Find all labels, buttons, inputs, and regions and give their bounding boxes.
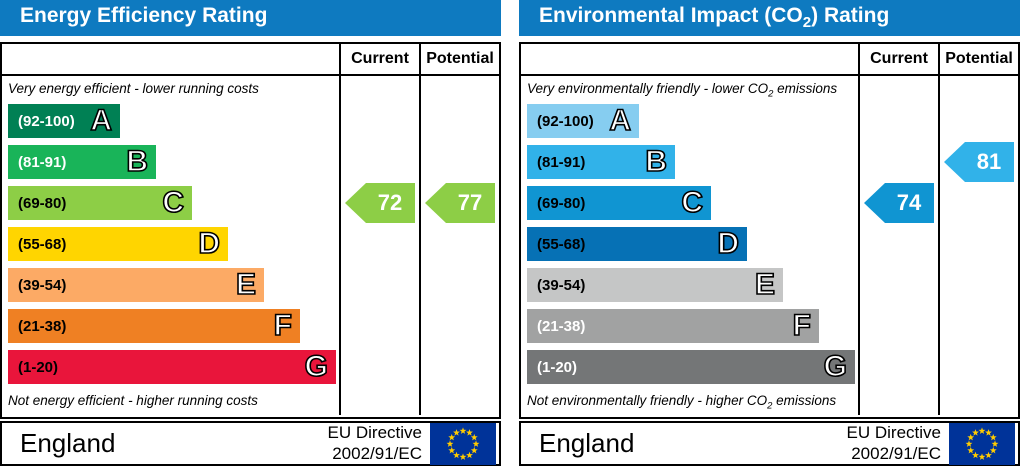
band-g-letter: G — [304, 349, 329, 384]
band-g-range: (1-20) — [537, 358, 578, 376]
band-e-range: (39-54) — [18, 276, 67, 294]
energy-footer: England EU Directive 2002/91/EC — [0, 421, 501, 466]
band-d-range: (55-68) — [537, 235, 586, 253]
band-f-letter: F — [273, 308, 293, 343]
region-label: England — [20, 428, 116, 458]
band-b-range: (81-91) — [537, 153, 586, 171]
current-column-header: Current — [339, 44, 419, 74]
band-a: (92-100) A — [527, 103, 639, 138]
energy-bands-area: Very energy efficient - lower running co… — [2, 76, 339, 415]
eu-directive-label: EU Directive 2002/91/EC — [846, 423, 941, 463]
band-c-letter: C — [162, 185, 185, 220]
empty-header-cell — [521, 44, 858, 74]
band-e-range: (39-54) — [537, 276, 586, 294]
energy-bottom-note: Not energy efficient - higher running co… — [8, 393, 258, 408]
potential-column-header: Potential — [419, 44, 499, 74]
potential-column-header: Potential — [938, 44, 1018, 74]
band-f: (21-38) F — [8, 308, 300, 343]
energy-potential-cell: 77 — [419, 76, 499, 415]
band-b-letter: B — [126, 144, 149, 179]
energy-current-cell: 72 — [339, 76, 419, 415]
environmental-current-value: 74 — [896, 190, 922, 215]
band-d-range: (55-68) — [18, 235, 67, 253]
band-a-letter: A — [90, 103, 113, 138]
band-d: (55-68) D — [8, 226, 228, 261]
band-c-range: (69-80) — [537, 194, 586, 212]
environmental-bands-area: Very environmentally friendly - lower CO… — [521, 76, 858, 415]
column-header-row: Current Potential — [2, 44, 499, 76]
energy-current-value: 72 — [377, 190, 403, 215]
band-f-letter: F — [792, 308, 812, 343]
eu-flag-icon — [949, 422, 1015, 465]
environmental-bottom-note: Not environmentally friendly - higher CO… — [527, 393, 837, 412]
energy-current-arrow: 72 — [345, 183, 415, 223]
band-g-letter: G — [823, 349, 848, 384]
band-e-letter: E — [754, 267, 776, 302]
eu-directive-label: EU Directive 2002/91/EC — [327, 423, 422, 463]
band-a-range: (92-100) — [18, 112, 75, 130]
environmental-footer: England EU Directive 2002/91/EC — [519, 421, 1020, 466]
energy-efficiency-panel: Energy Efficiency Rating Current Potenti… — [0, 0, 501, 466]
band-e-letter: E — [235, 267, 257, 302]
chart-body-row: Very energy efficient - lower running co… — [2, 76, 499, 415]
energy-potential-arrow: 77 — [425, 183, 495, 223]
band-f: (21-38) F — [527, 308, 819, 343]
band-a-letter: A — [609, 103, 632, 138]
environmental-potential-cell: 81 — [938, 76, 1018, 415]
environmental-rating-table: Current Potential Very environmentally f… — [519, 42, 1020, 419]
band-f-range: (21-38) — [18, 317, 67, 335]
environmental-top-note: Very environmentally friendly - lower CO… — [527, 81, 838, 100]
band-f-range: (21-38) — [537, 317, 586, 335]
energy-potential-value: 77 — [457, 190, 483, 215]
band-d: (55-68) D — [527, 226, 747, 261]
current-column-header: Current — [858, 44, 938, 74]
band-g-range: (1-20) — [18, 358, 59, 376]
environmental-title-bar: Environmental Impact (CO2) Rating — [519, 0, 1020, 36]
energy-top-note: Very energy efficient - lower running co… — [8, 81, 259, 96]
band-c-range: (69-80) — [18, 194, 67, 212]
band-a-range: (92-100) — [537, 112, 594, 130]
environmental-panel-title: Environmental Impact (CO2) Rating — [539, 4, 890, 32]
band-g: (1-20) G — [527, 349, 855, 384]
band-e: (39-54) E — [527, 267, 783, 302]
environmental-impact-panel: Environmental Impact (CO2) Rating Curren… — [519, 0, 1020, 466]
column-header-row: Current Potential — [521, 44, 1018, 76]
environmental-potential-arrow: 81 — [944, 142, 1014, 182]
empty-header-cell — [2, 44, 339, 74]
band-a: (92-100) A — [8, 103, 120, 138]
environmental-current-cell: 74 — [858, 76, 938, 415]
environmental-potential-value: 81 — [976, 149, 1002, 174]
environmental-current-arrow: 74 — [864, 183, 934, 223]
region-label: England — [539, 428, 635, 458]
energy-rating-table: Current Potential Very energy efficient … — [0, 42, 501, 419]
band-c: (69-80) C — [527, 185, 711, 220]
energy-panel-title: Energy Efficiency Rating — [20, 4, 268, 28]
eu-flag-icon — [430, 422, 496, 465]
band-d-letter: D — [198, 226, 221, 261]
band-b-range: (81-91) — [18, 153, 67, 171]
band-c: (69-80) C — [8, 185, 192, 220]
band-e: (39-54) E — [8, 267, 264, 302]
band-b: (81-91) B — [527, 144, 675, 179]
band-b: (81-91) B — [8, 144, 156, 179]
band-b-letter: B — [645, 144, 668, 179]
band-d-letter: D — [717, 226, 740, 261]
band-c-letter: C — [681, 185, 704, 220]
energy-title-bar: Energy Efficiency Rating — [0, 0, 501, 36]
band-g: (1-20) G — [8, 349, 336, 384]
chart-body-row: Very environmentally friendly - lower CO… — [521, 76, 1018, 415]
